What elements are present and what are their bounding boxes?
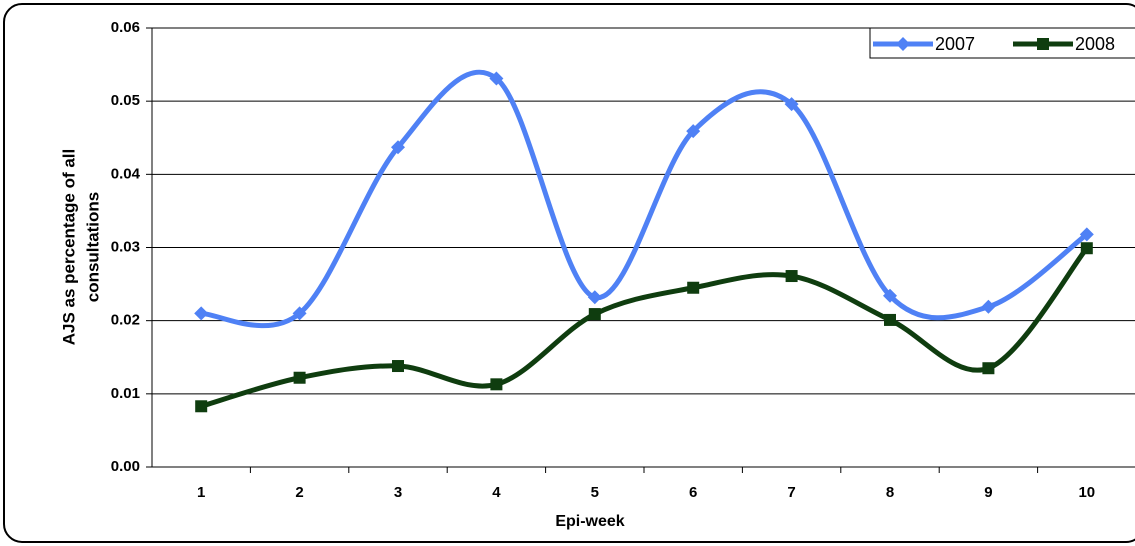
x-tick-label: 6 [689, 484, 697, 501]
marker [490, 378, 503, 391]
marker [784, 97, 799, 112]
series-line [200, 69, 1089, 329]
marker [982, 362, 995, 375]
marker [686, 124, 701, 139]
y-axis-label: AJS as percentage of all [59, 149, 78, 346]
legend-label: 2008 [1075, 34, 1115, 54]
marker [293, 371, 306, 384]
y-tick-label: 0.02 [111, 312, 140, 329]
marker [896, 37, 910, 51]
legend: 2007 2008 [869, 27, 1135, 59]
y-tick-label: 0.06 [111, 19, 140, 36]
marker [1080, 242, 1093, 255]
x-tick-label: 5 [591, 484, 599, 501]
marker [292, 306, 307, 321]
y-tick-label: 0.05 [111, 92, 140, 109]
marker [392, 360, 404, 373]
marker [195, 400, 208, 413]
marker [391, 140, 405, 155]
marker [785, 270, 798, 283]
x-tick-label: 4 [492, 484, 501, 501]
y-tick-label: 0.00 [111, 458, 140, 475]
x-tick-label: 1 [197, 484, 205, 501]
y-tick-label: 0.04 [111, 165, 141, 182]
legend-label: 2007 [935, 34, 975, 54]
x-axis-label: Epi-week [555, 513, 624, 530]
marker [194, 306, 209, 321]
x-tick-label: 7 [787, 484, 795, 501]
marker [489, 71, 504, 86]
y-axis-label: consultations [83, 192, 102, 303]
x-tick-label: 3 [394, 484, 402, 501]
chart-frame [3, 3, 1135, 543]
legend-box [869, 27, 1135, 59]
marker [981, 299, 996, 314]
series-line [200, 246, 1089, 409]
marker [588, 308, 601, 321]
marker [687, 281, 700, 294]
x-tick-label: 8 [886, 484, 894, 501]
marker [883, 288, 897, 303]
y-tick-label: 0.01 [111, 385, 140, 402]
x-tick-label: 9 [984, 484, 992, 501]
y-tick-label: 0.03 [111, 238, 140, 255]
marker [1079, 227, 1094, 242]
marker [1037, 38, 1049, 50]
x-tick-label: 10 [1078, 484, 1095, 501]
marker [587, 290, 602, 305]
marker [884, 313, 896, 326]
x-tick-label: 2 [295, 484, 303, 501]
